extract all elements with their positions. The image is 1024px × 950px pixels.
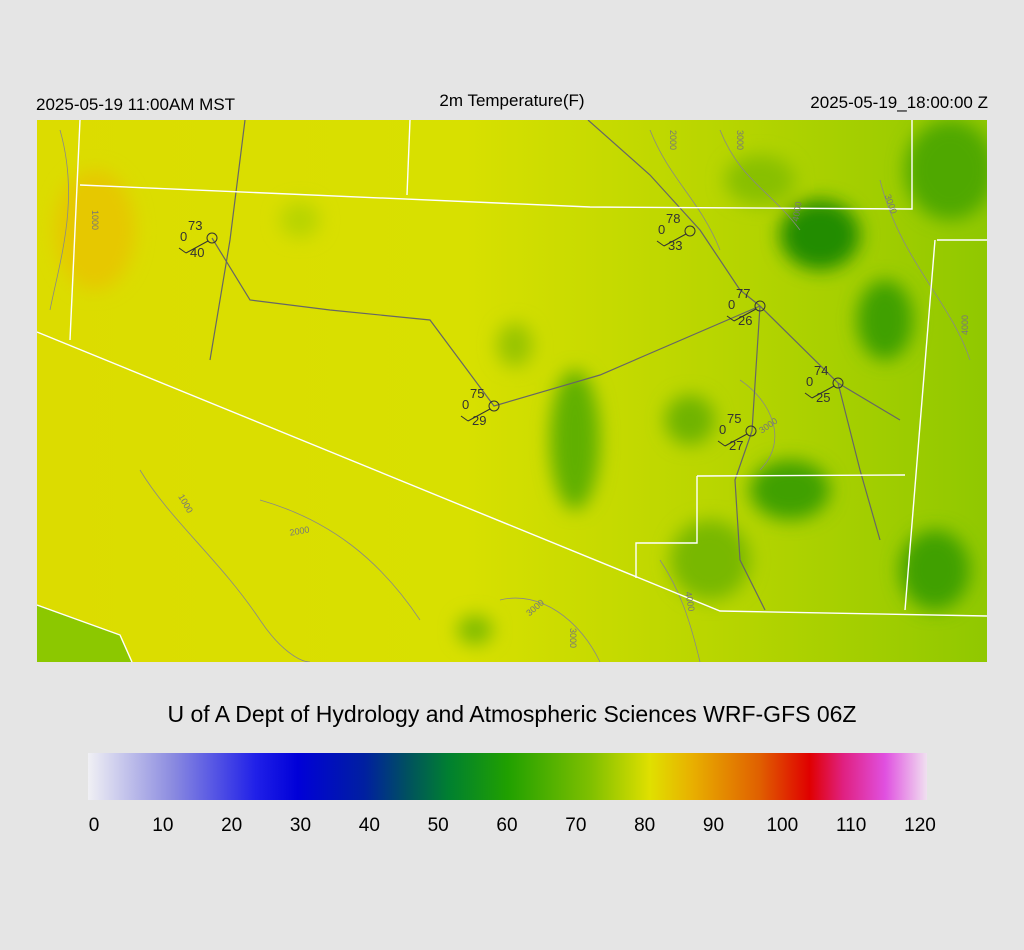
- colorbar-tick-label: 80: [634, 815, 655, 836]
- station-left: 0: [658, 222, 665, 237]
- wind-barb: [804, 385, 835, 399]
- temperature: 77: [736, 286, 750, 301]
- colorbar-tick-label: 60: [496, 815, 517, 836]
- station-left: 0: [180, 229, 187, 244]
- contour-label: 3000: [735, 130, 745, 150]
- contour-label: 4000: [790, 201, 803, 222]
- colorbar-tick-label: 40: [359, 815, 380, 836]
- station-circle: [206, 232, 218, 244]
- station-left: 0: [719, 422, 726, 437]
- colorbar: [88, 753, 927, 800]
- station-circle: [684, 225, 696, 237]
- wind-barb: [717, 433, 748, 447]
- station-circle: [488, 400, 500, 412]
- colorbar-tick-label: 110: [836, 815, 866, 836]
- valid-time: 2025-05-19_18:00:00 Z: [810, 93, 988, 112]
- region-patch: [37, 605, 132, 662]
- station-bottom: 29: [472, 413, 486, 428]
- colorbar-tick-label: 20: [221, 815, 242, 836]
- roads: [209, 120, 901, 611]
- temperature: 78: [666, 211, 680, 226]
- station-circle: [745, 425, 757, 437]
- station-left: 0: [728, 297, 735, 312]
- colorbar-tick-label: 10: [152, 815, 173, 836]
- colorbar-tick-label: 30: [290, 815, 311, 836]
- temperature: 75: [470, 386, 484, 401]
- contours: [49, 129, 971, 662]
- temperature: 74: [814, 363, 828, 378]
- contour-label: 3000: [568, 628, 578, 648]
- contour-label: 4000: [960, 315, 970, 335]
- field-variations: [55, 120, 987, 645]
- wind-barb: [656, 233, 687, 247]
- map: [37, 120, 987, 662]
- station-bottom: 33: [668, 238, 682, 253]
- colorbar-tick-label: 0: [89, 815, 100, 836]
- temperature: 73: [188, 218, 202, 233]
- colorbar-tick-label: 50: [428, 815, 449, 836]
- wind-barb: [460, 408, 491, 422]
- station-circle: [832, 377, 844, 389]
- colorbar-tick-label: 120: [904, 815, 936, 836]
- station-circle: [754, 300, 766, 312]
- contour-label: 1000: [90, 210, 100, 230]
- boundaries: [37, 120, 987, 662]
- contour-label: 4000: [683, 591, 696, 612]
- title: 2m Temperature(F): [439, 91, 584, 110]
- colorbar-tick-label: 70: [565, 815, 586, 836]
- station-bottom: 25: [816, 390, 830, 405]
- station-bottom: 40: [190, 245, 204, 260]
- station-left: 0: [806, 374, 813, 389]
- local-time: 2025-05-19 11:00AM MST: [36, 95, 235, 114]
- contour-label: 2000: [289, 524, 310, 537]
- wind-barb: [726, 308, 757, 322]
- footer: U of A Dept of Hydrology and Atmospheric…: [167, 701, 856, 727]
- station-bottom: 26: [738, 313, 752, 328]
- colorbar-tick-label: 90: [703, 815, 724, 836]
- temperature: 75: [727, 411, 741, 426]
- station-bottom: 27: [729, 438, 743, 453]
- wind-barb: [178, 240, 209, 254]
- contour-label: 2000: [668, 130, 678, 150]
- colorbar-tick-label: 100: [766, 815, 798, 836]
- temperature-field: [37, 120, 987, 662]
- station-left: 0: [462, 397, 469, 412]
